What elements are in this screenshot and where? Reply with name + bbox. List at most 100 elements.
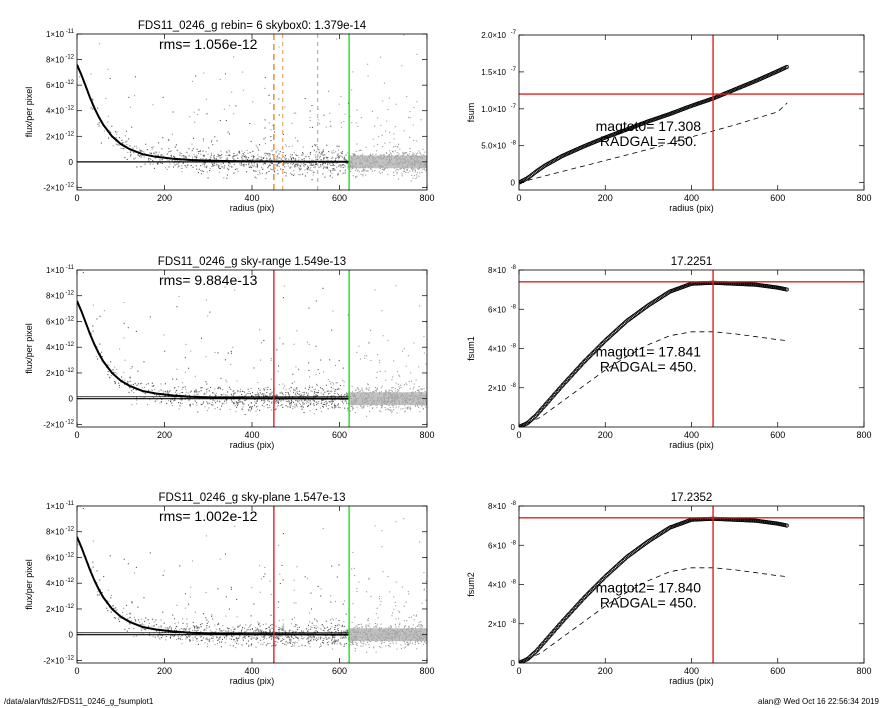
- scatter-point: [356, 406, 358, 408]
- scatter-point: [357, 169, 359, 171]
- scatter-point: [317, 392, 319, 394]
- scatter-point: [248, 645, 250, 647]
- scatter-point: [174, 160, 176, 162]
- scatter-point: [277, 173, 279, 175]
- scatter-point: [344, 393, 346, 395]
- scatter-point: [313, 166, 315, 168]
- scatter-point: [235, 647, 237, 649]
- scatter-point: [209, 386, 212, 389]
- scatter-point: [271, 409, 273, 411]
- scatter-point: [361, 406, 363, 408]
- plot-area: [519, 270, 864, 427]
- scatter-point: [179, 151, 181, 153]
- scatter-point: [176, 604, 178, 606]
- scatter-point: [341, 394, 343, 396]
- scatter-point: [330, 396, 332, 398]
- y-tick-exponent: -8: [511, 265, 517, 271]
- scatter-point: [380, 623, 382, 625]
- scatter-point: [276, 165, 278, 167]
- scatter-point: [249, 629, 251, 631]
- scatter-point: [334, 641, 336, 643]
- scatter-point: [96, 346, 98, 348]
- scatter-point: [356, 170, 359, 172]
- scatter-point: [307, 404, 309, 406]
- scatter-point: [327, 378, 329, 380]
- scatter-point: [90, 569, 92, 571]
- scatter-point: [399, 622, 401, 624]
- scatter-point: [188, 630, 190, 632]
- scatter-point: [236, 404, 238, 407]
- fsum-point: [585, 356, 590, 361]
- scatter-point: [337, 153, 339, 155]
- scatter-point: [180, 152, 182, 155]
- scatter-point: [326, 626, 328, 628]
- scatter-point: [332, 169, 334, 171]
- scatter-point: [172, 155, 175, 157]
- scatter-point: [260, 639, 262, 641]
- scatter-point: [306, 341, 309, 343]
- scatter-point: [363, 169, 365, 171]
- scatter-point: [289, 167, 291, 169]
- scatter-point: [420, 388, 422, 390]
- scatter-point: [145, 617, 147, 619]
- scatter-point: [166, 168, 168, 170]
- scatter-point: [185, 151, 188, 153]
- scatter-point: [198, 627, 200, 629]
- scatter-point: [251, 587, 253, 589]
- scatter-point: [97, 107, 99, 109]
- scatter-point: [230, 363, 232, 365]
- scatter-point: [232, 631, 234, 633]
- scatter-point: [251, 167, 253, 169]
- scatter-point: [251, 155, 253, 157]
- scatter-point: [151, 385, 153, 387]
- scatter-point: [171, 159, 173, 161]
- scatter-point: [268, 396, 270, 398]
- scatter-point: [290, 635, 292, 637]
- scatter-point: [306, 630, 309, 632]
- scatter-point: [193, 137, 195, 139]
- scatter-point: [340, 152, 342, 154]
- scatter-point: [269, 636, 271, 638]
- scatter-point: [277, 606, 279, 608]
- scatter-point: [326, 642, 328, 644]
- scatter-point: [172, 404, 174, 407]
- scatter-point: [245, 156, 248, 158]
- scatter-point: [241, 629, 243, 632]
- scatter-point: [325, 126, 327, 128]
- scatter-point: [235, 154, 237, 156]
- scatter-point: [134, 383, 136, 385]
- scatter-point: [245, 395, 247, 397]
- scatter-point: [352, 409, 354, 411]
- scatter-point: [238, 401, 240, 403]
- scatter-point: [322, 389, 324, 391]
- scatter-point: [213, 157, 215, 159]
- scatter-point: [414, 171, 416, 173]
- scatter-point: [256, 166, 258, 168]
- scatter-point: [155, 154, 157, 156]
- scatter-point: [220, 377, 222, 379]
- fsum-point: [588, 353, 593, 358]
- scatter-point: [345, 642, 347, 645]
- scatter-point: [211, 631, 213, 633]
- scatter-point: [298, 369, 300, 371]
- scatter-point: [223, 108, 225, 110]
- scatter-point: [265, 631, 267, 633]
- scatter-point: [396, 171, 398, 173]
- scatter-point: [400, 168, 402, 170]
- scatter-point: [237, 643, 239, 645]
- scatter-point: [253, 603, 255, 605]
- scatter-point: [269, 153, 271, 155]
- scatter-point: [236, 403, 238, 405]
- scatter-point: [253, 162, 255, 164]
- scatter-point: [140, 166, 142, 168]
- scatter-point: [329, 163, 331, 165]
- scatter-point: [263, 631, 265, 633]
- scatter-point: [92, 540, 94, 542]
- scatter-point: [176, 625, 178, 628]
- scatter-point: [341, 626, 343, 628]
- scatter-point: [132, 384, 134, 386]
- plot-area: [77, 270, 427, 427]
- scatter-point: [300, 168, 302, 170]
- scatter-point: [335, 162, 337, 164]
- y-tick-label: 1×10: [46, 266, 65, 275]
